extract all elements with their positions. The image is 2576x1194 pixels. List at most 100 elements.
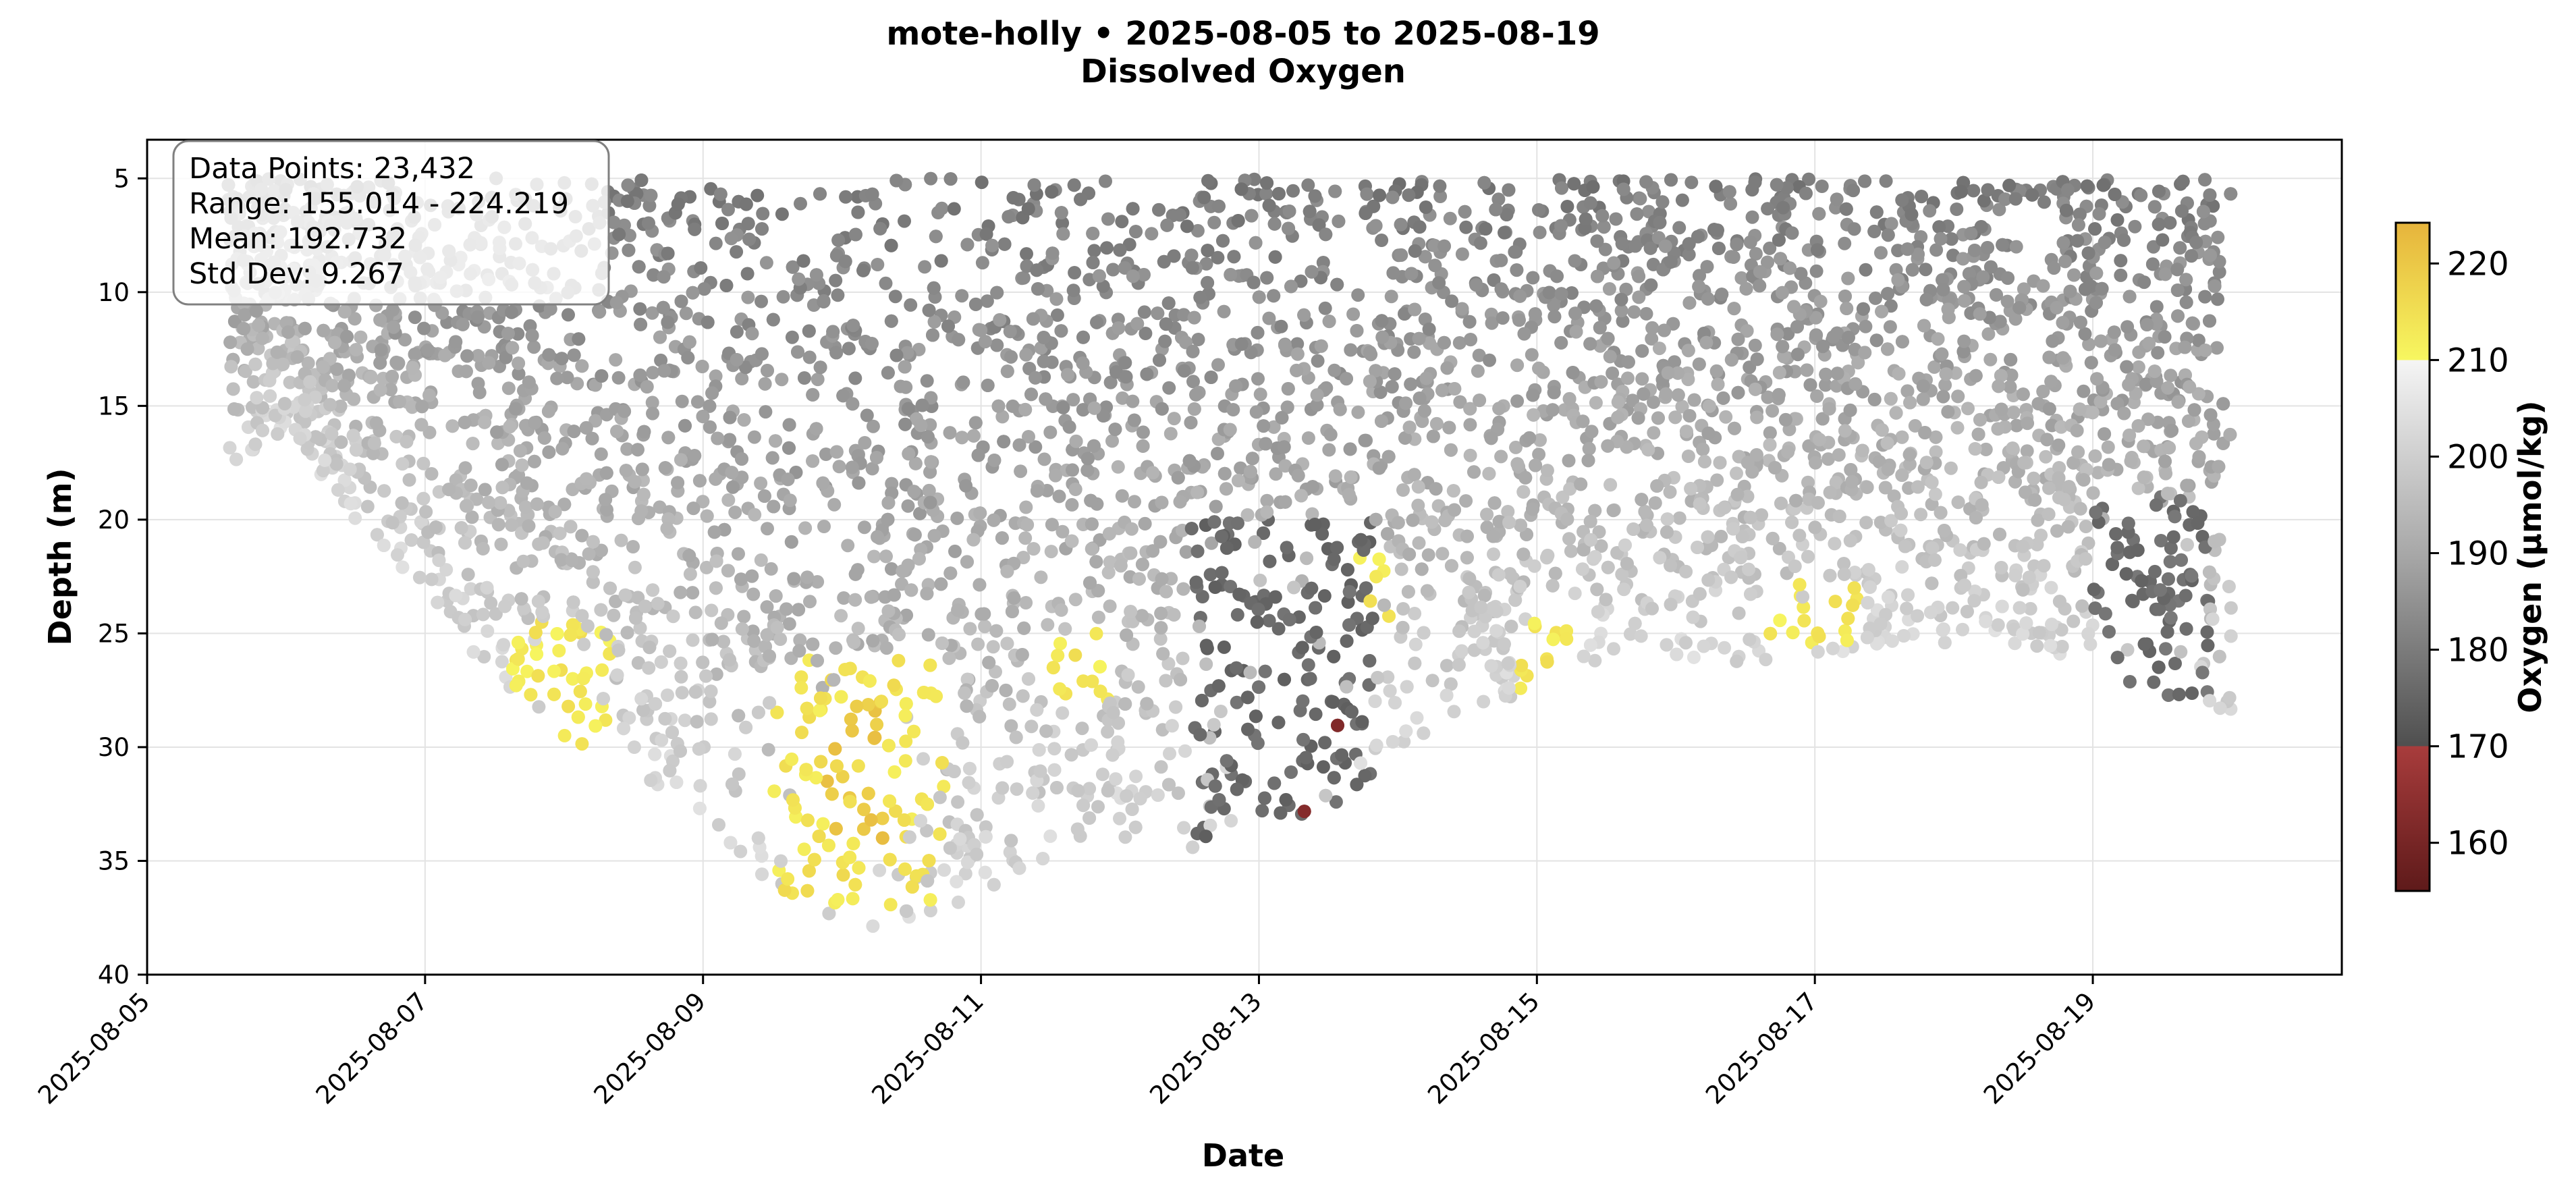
data-point bbox=[2054, 420, 2068, 434]
data-point bbox=[2203, 694, 2217, 708]
data-point bbox=[1053, 682, 1067, 696]
data-point bbox=[1693, 269, 1706, 283]
data-point bbox=[491, 518, 505, 532]
data-point bbox=[1797, 614, 1811, 628]
data-point bbox=[491, 436, 505, 450]
data-point bbox=[1895, 430, 1909, 444]
data-point bbox=[1455, 247, 1469, 261]
data-point bbox=[732, 767, 746, 781]
data-point bbox=[1642, 205, 1655, 219]
data-point bbox=[933, 827, 947, 841]
data-point bbox=[694, 261, 708, 275]
data-point bbox=[1199, 256, 1213, 271]
data-point bbox=[459, 364, 473, 379]
data-point bbox=[1381, 526, 1394, 541]
data-point bbox=[2008, 312, 2023, 326]
data-point bbox=[800, 701, 814, 715]
data-point bbox=[1050, 308, 1064, 322]
data-point bbox=[2120, 360, 2134, 374]
data-point bbox=[405, 400, 419, 414]
data-point bbox=[1286, 184, 1300, 198]
data-point bbox=[696, 495, 710, 509]
data-point bbox=[1973, 412, 1987, 427]
data-point bbox=[688, 449, 702, 463]
data-point bbox=[1217, 304, 1231, 319]
data-point bbox=[809, 771, 823, 785]
data-point bbox=[1440, 659, 1454, 673]
data-point bbox=[734, 572, 748, 587]
data-point bbox=[1928, 487, 1942, 501]
data-point bbox=[552, 644, 566, 657]
data-point bbox=[879, 549, 893, 564]
data-point bbox=[1588, 504, 1602, 518]
data-point bbox=[642, 198, 657, 213]
data-point bbox=[1647, 426, 1661, 440]
data-point bbox=[686, 633, 700, 647]
data-point bbox=[797, 842, 811, 857]
data-point bbox=[741, 217, 755, 231]
data-point bbox=[1884, 217, 1898, 231]
data-point bbox=[2131, 360, 2145, 374]
data-point bbox=[1483, 353, 1496, 367]
data-point bbox=[1257, 526, 1270, 540]
data-point bbox=[1087, 244, 1101, 258]
data-point bbox=[1340, 372, 1353, 386]
data-point bbox=[1091, 800, 1105, 814]
data-point bbox=[2180, 479, 2194, 493]
data-point bbox=[628, 560, 642, 574]
data-point bbox=[316, 464, 330, 478]
data-point bbox=[631, 656, 645, 670]
data-point bbox=[283, 375, 297, 389]
data-point bbox=[1950, 420, 1965, 435]
data-point bbox=[1435, 547, 1450, 561]
data-point bbox=[1586, 180, 1600, 194]
data-point bbox=[1510, 358, 1525, 373]
data-point bbox=[699, 669, 713, 683]
data-point bbox=[1024, 720, 1039, 734]
data-point bbox=[2009, 240, 2023, 254]
data-point bbox=[2031, 397, 2046, 411]
data-point bbox=[1101, 212, 1115, 226]
data-point bbox=[595, 663, 609, 677]
data-point bbox=[1813, 294, 1828, 308]
data-point bbox=[1388, 696, 1402, 710]
data-point bbox=[1956, 252, 1970, 266]
data-point bbox=[990, 286, 1004, 300]
data-point bbox=[1957, 294, 1971, 308]
data-point bbox=[424, 572, 439, 587]
data-point bbox=[1532, 447, 1546, 462]
data-point bbox=[1363, 345, 1377, 359]
data-point bbox=[238, 364, 252, 379]
data-point bbox=[1317, 589, 1332, 603]
data-point bbox=[857, 803, 871, 817]
data-point bbox=[1139, 327, 1153, 340]
data-point bbox=[1056, 216, 1070, 230]
data-point bbox=[679, 306, 693, 321]
data-point bbox=[870, 451, 883, 464]
data-point bbox=[1056, 524, 1070, 539]
data-point bbox=[1838, 236, 1852, 250]
data-point bbox=[1016, 689, 1030, 703]
data-point bbox=[927, 528, 941, 543]
data-point bbox=[2185, 249, 2199, 263]
data-point bbox=[730, 353, 744, 367]
data-point bbox=[646, 406, 659, 420]
data-point bbox=[1045, 518, 1059, 532]
data-point bbox=[1453, 395, 1467, 409]
data-point bbox=[745, 327, 759, 341]
data-point bbox=[838, 663, 852, 676]
data-point bbox=[2131, 481, 2145, 495]
data-point bbox=[1190, 223, 1205, 238]
data-point bbox=[1172, 786, 1185, 800]
data-point bbox=[2211, 230, 2225, 244]
data-point bbox=[1022, 430, 1035, 443]
data-point bbox=[2086, 486, 2100, 500]
data-point bbox=[741, 290, 755, 304]
data-point bbox=[709, 472, 723, 486]
data-point bbox=[1444, 443, 1458, 457]
data-point bbox=[1956, 622, 1969, 636]
data-point bbox=[960, 555, 974, 569]
data-point bbox=[389, 429, 404, 443]
data-point bbox=[2008, 192, 2023, 206]
